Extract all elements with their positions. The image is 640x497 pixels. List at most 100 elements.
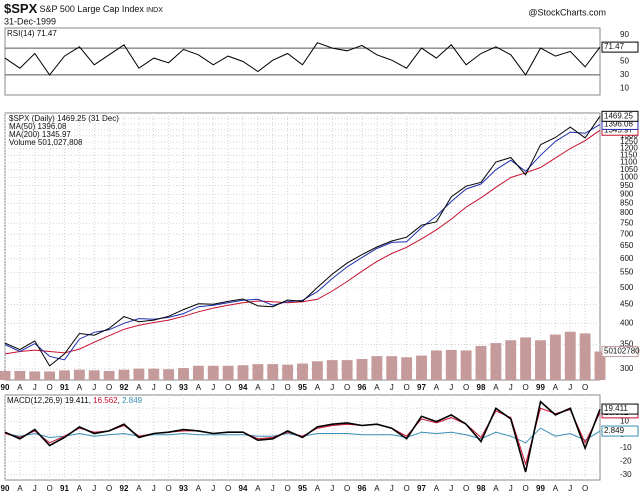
x-tick-label: A xyxy=(374,383,380,392)
x-tick-label: A xyxy=(255,383,261,392)
legend-value: 501,027,808 xyxy=(38,138,83,147)
x-tick-label: O xyxy=(47,484,53,493)
x-tick-label: J xyxy=(211,484,215,493)
legend-value: 1345.97 xyxy=(42,130,71,139)
volume-bar xyxy=(118,369,130,380)
x-tick-label: O xyxy=(47,383,53,392)
legend: MACD(12,26,9) 19.411, 16.562, 2.849 xyxy=(7,396,143,405)
legend-entry: Volume 501,027,808 xyxy=(9,138,83,147)
volume-bar xyxy=(73,369,85,380)
x-tick-label: J xyxy=(152,383,156,392)
x-tick-label: 97 xyxy=(417,383,426,392)
legend-value: 2.849 xyxy=(122,396,143,405)
legend: RSI(14) 71.47 xyxy=(7,29,57,38)
x-tick-label: 94 xyxy=(239,484,248,493)
panel-frame xyxy=(4,27,601,96)
volume-bar xyxy=(520,337,532,380)
x-tick-label: J xyxy=(390,484,394,493)
x-tick-label: O xyxy=(523,484,529,493)
tag-value: 501027808 xyxy=(604,347,640,356)
y-tick-label: 850 xyxy=(620,198,634,207)
x-tick-label: A xyxy=(196,383,202,392)
x-tick-label: O xyxy=(463,484,469,493)
legend-entry: MA(50) 1396.08 xyxy=(9,122,67,131)
y-tick-label: -10 xyxy=(620,443,632,452)
tag-box xyxy=(601,403,639,415)
legend-value: 1469.25 xyxy=(57,114,86,123)
series-line xyxy=(4,400,601,473)
x-tick-label: 95 xyxy=(298,484,307,493)
x-tick-label: 90 xyxy=(1,484,10,493)
legend-entry: MA(200) 1345.97 xyxy=(9,130,71,139)
x-tick-label: O xyxy=(404,484,410,493)
x-tick-label: 93 xyxy=(179,383,188,392)
exchange: INDX xyxy=(146,7,163,14)
volume-bar xyxy=(311,361,323,380)
tag-box xyxy=(601,41,639,53)
x-tick-label: J xyxy=(271,484,275,493)
volume-bar xyxy=(59,370,70,380)
volume-bar xyxy=(297,363,308,380)
legend-date: (31 Dec) xyxy=(88,114,119,123)
x-tick-label: O xyxy=(582,484,588,493)
volume-bar xyxy=(401,357,413,380)
x-tick-label: 99 xyxy=(536,383,545,392)
x-tick-label: A xyxy=(374,484,380,493)
tag-box xyxy=(601,425,639,437)
legend-value: 19.411 xyxy=(65,396,89,405)
x-tick-label: A xyxy=(77,484,83,493)
y-tick-label: 1250 xyxy=(620,137,638,146)
volume-bar xyxy=(192,365,204,380)
x-tick-label: 90 xyxy=(1,383,10,392)
x-tick-label: A xyxy=(493,484,499,493)
x-tick-label: A xyxy=(77,383,83,392)
x-tick-label: A xyxy=(434,383,440,392)
x-tick-label: J xyxy=(211,383,215,392)
tag-value: 19.411 xyxy=(604,404,628,413)
x-tick-label: 94 xyxy=(239,383,248,392)
y-tick-label: 90 xyxy=(620,30,629,39)
legend-value: 1396.08 xyxy=(37,122,66,131)
x-tick-label: A xyxy=(493,383,499,392)
x-tick-label: 91 xyxy=(60,484,69,493)
x-tick-label: A xyxy=(196,484,202,493)
x-tick-label: 96 xyxy=(358,383,367,392)
y-tick-label: 600 xyxy=(620,254,634,263)
y-tick-label: 550 xyxy=(620,268,634,277)
y-tick-label: 10 xyxy=(620,83,629,92)
x-tick-label: 92 xyxy=(120,383,129,392)
y-tick-label: 450 xyxy=(620,300,634,309)
volume-bar xyxy=(44,371,56,380)
x-tick-label: J xyxy=(33,383,37,392)
legend-value: 71.47 xyxy=(37,29,58,38)
y-tick-label: 800 xyxy=(620,208,634,217)
x-tick-label: J xyxy=(390,383,394,392)
volume-bar xyxy=(282,364,294,380)
x-tick-label: J xyxy=(449,383,453,392)
y-tick-label: 1200 xyxy=(620,144,638,153)
x-tick-label: O xyxy=(404,383,410,392)
volume-bar xyxy=(490,343,502,380)
x-tick-label: A xyxy=(553,484,559,493)
credit: @StockCharts.com xyxy=(528,7,606,17)
x-tick-label: O xyxy=(106,383,112,392)
x-tick-label: O xyxy=(344,484,350,493)
y-tick-label: 1050 xyxy=(620,165,638,174)
y-tick-label: 350 xyxy=(620,340,634,349)
tag-value: 71.47 xyxy=(604,42,625,51)
volume-bar xyxy=(460,350,472,380)
y-tick-label: 650 xyxy=(620,241,634,250)
x-tick-label: J xyxy=(271,383,275,392)
x-tick-label: A xyxy=(255,484,261,493)
index-name: S&P 500 Large Cap Index xyxy=(39,4,144,14)
volume-bar xyxy=(594,351,606,380)
x-tick-label: O xyxy=(344,383,350,392)
legend-name: MA(50) xyxy=(9,122,36,131)
x-tick-label: A xyxy=(17,484,23,493)
y-tick-label: -20 xyxy=(620,457,632,466)
x-tick-label: A xyxy=(136,484,142,493)
volume-bar xyxy=(416,355,427,380)
x-tick-label: 95 xyxy=(298,383,307,392)
x-tick-label: 96 xyxy=(358,484,367,493)
y-tick-label: 50 xyxy=(620,57,629,66)
